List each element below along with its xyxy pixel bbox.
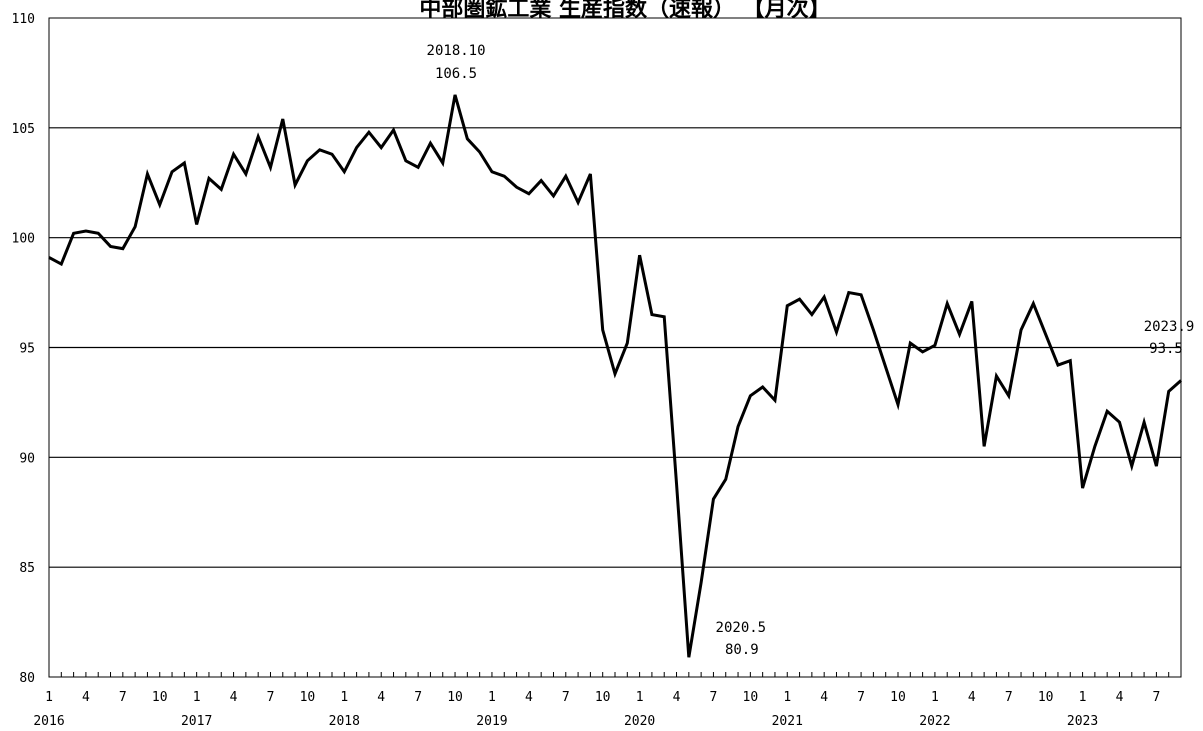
x-year-label: 2023 [1067,714,1098,729]
x-tick-label: 1 [1079,690,1087,705]
y-axis: 80 85 90 95 100 105 110 [12,12,35,686]
plot-frame [48,17,1182,678]
x-tick-label: 10 [743,690,759,705]
y-tick-label: 85 [19,561,35,576]
annotation-latest-date: 2023.9 [1144,319,1195,335]
x-tick-label: 1 [931,690,939,705]
x-tick-label: 4 [968,690,976,705]
x-tick-label: 1 [193,690,201,705]
x-tick-label: 7 [119,690,127,705]
x-tick-label: 10 [300,690,316,705]
x-tick-label: 1 [636,690,644,705]
x-tick-label: 7 [710,690,718,705]
x-year-label: 2021 [772,714,803,729]
y-tick-label: 105 [12,122,35,137]
x-axis: 1 2016 4 7 10 1 2017 4 7 10 1 2018 4 7 10 1 2019 4 7 10 1 202… [33,672,1182,729]
x-tick-label: 7 [414,690,422,705]
x-tick-label: 10 [595,690,611,705]
annotation-latest-value: 93.5 [1149,341,1183,357]
annotation-peak-date: 2018.10 [427,43,486,59]
annotations: 2018.10 106.5 2020.5 80.9 2023.9 93.5 [427,43,1195,658]
x-year-label: 2017 [181,714,212,729]
annotation-peak-value: 106.5 [435,66,477,82]
y-tick-label: 80 [19,671,35,686]
x-tick-label: 1 [783,690,791,705]
x-year-label: 2018 [329,714,360,729]
gridlines [49,127,1181,568]
x-tick-label: 4 [820,690,828,705]
x-tick-label: 7 [267,690,275,705]
x-tick-label: 4 [377,690,385,705]
x-tick-label: 1 [45,690,53,705]
chart-title: 中部圏鉱工業 生産指数（速報） 【月次】 [419,0,830,22]
x-tick-label: 4 [1116,690,1124,705]
x-tick-label: 10 [447,690,463,705]
y-tick-label: 95 [19,342,35,357]
x-tick-label: 10 [1038,690,1054,705]
x-tick-label: 10 [152,690,168,705]
x-tick-label: 4 [82,690,90,705]
x-tick-label: 4 [230,690,238,705]
x-tick-label: 7 [562,690,570,705]
y-tick-label: 110 [12,12,35,27]
y-tick-label: 100 [12,232,35,247]
x-tick-label: 10 [890,690,906,705]
x-tick-label: 7 [1152,690,1160,705]
y-tick-label: 90 [19,451,35,466]
x-year-label: 2020 [624,714,655,729]
x-tick-label: 4 [525,690,533,705]
x-tick-label: 1 [488,690,496,705]
x-year-label: 2022 [919,714,950,729]
annotation-trough-value: 80.9 [725,642,759,658]
x-year-label: 2019 [476,714,507,729]
x-year-label: 2016 [33,714,64,729]
x-tick-label: 4 [673,690,681,705]
x-tick-label: 1 [340,690,348,705]
annotation-trough-date: 2020.5 [716,620,767,636]
series-line [48,94,1182,658]
x-tick-label: 7 [1005,690,1013,705]
series-layer [48,94,1182,658]
x-tick-label: 7 [857,690,865,705]
